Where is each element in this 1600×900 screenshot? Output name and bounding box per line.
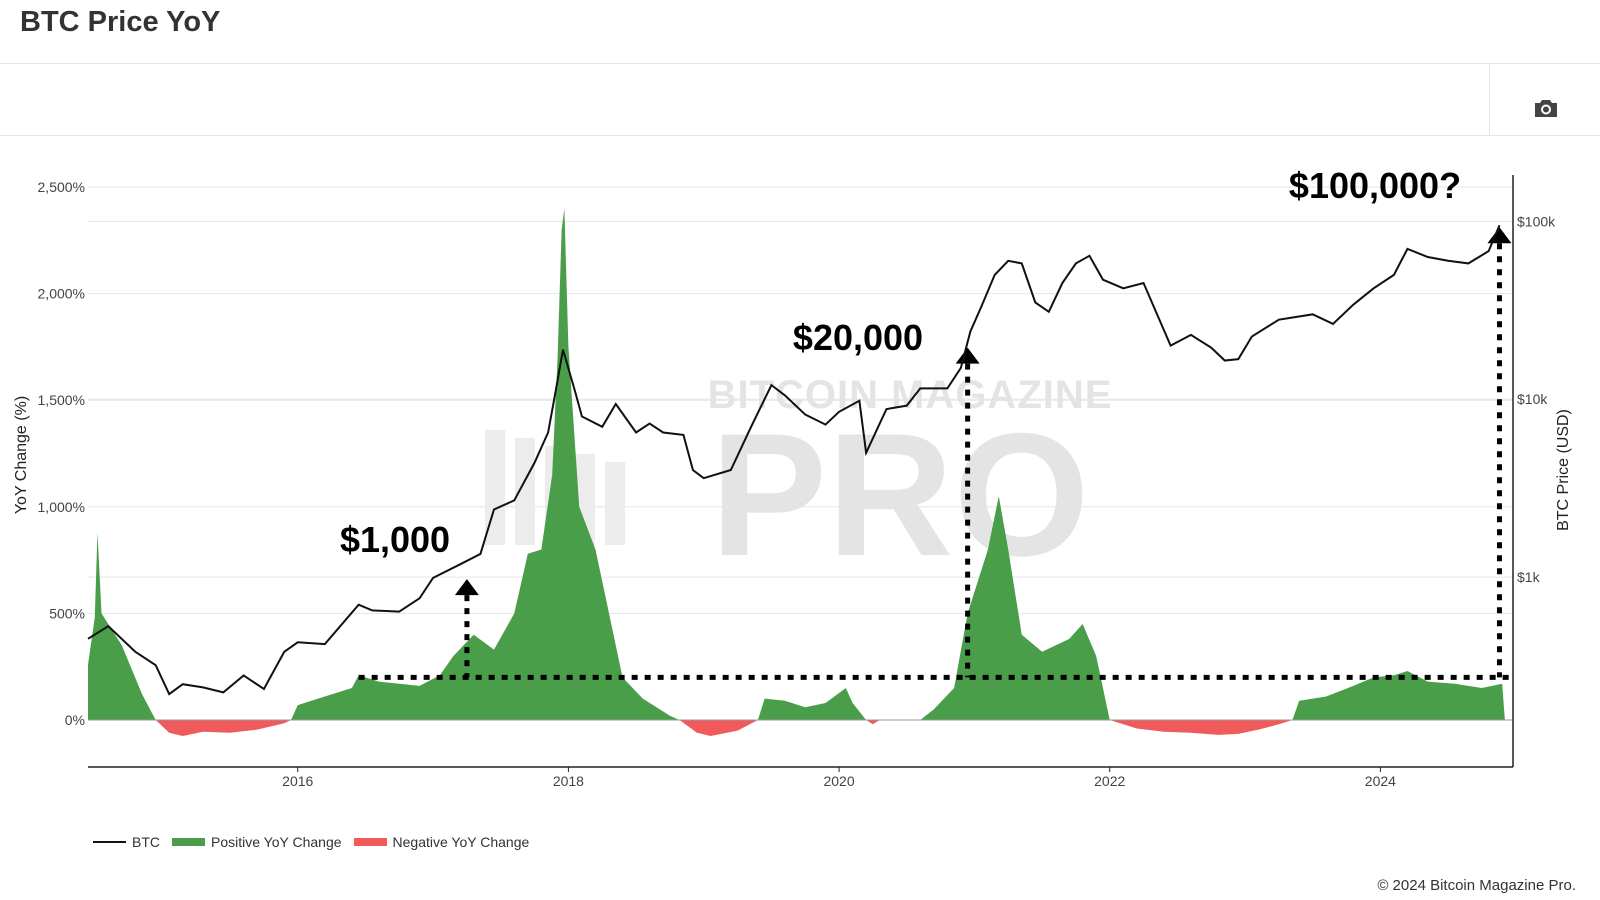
legend: BTC Positive YoY Change Negative YoY Cha… xyxy=(93,834,541,850)
legend-item-btc[interactable]: BTC xyxy=(93,834,160,850)
legend-item-negative[interactable]: Negative YoY Change xyxy=(353,834,530,850)
chart: 0% 500% 1,000% 1,500% 2,000% 2,500% $1k $10k $10… xyxy=(13,165,1572,789)
y-right-tick-label: $1k xyxy=(1517,569,1541,585)
y-left-tick-label: 2,000% xyxy=(38,286,85,302)
y-right-tick-label: $100k xyxy=(1517,213,1556,229)
annotation-arrow-1 xyxy=(955,347,980,364)
watermark-logo-bar xyxy=(485,430,505,545)
camera-icon[interactable] xyxy=(1533,96,1559,120)
legend-label-positive: Positive YoY Change xyxy=(211,834,342,850)
watermark-pro: PRO xyxy=(710,398,1089,593)
watermark-logo-bar xyxy=(515,438,535,545)
page-title: BTC Price YoY xyxy=(20,6,221,38)
annotation-label-2: $100,000? xyxy=(1289,165,1461,206)
legend-label-negative: Negative YoY Change xyxy=(392,834,530,850)
copyright: © 2024 Bitcoin Magazine Pro. xyxy=(1377,877,1576,894)
header-divider xyxy=(0,63,1600,64)
watermark-top: BITCOIN MAGAZINE xyxy=(708,373,1113,417)
y-right-axis-title: BTC Price (USD) xyxy=(1555,409,1572,531)
y-left-axis-title: YoY Change (%) xyxy=(13,396,30,514)
x-tick-label: 2024 xyxy=(1365,773,1396,789)
annotation-label-1: $20,000 xyxy=(793,317,923,358)
legend-item-positive[interactable]: Positive YoY Change xyxy=(172,834,342,850)
y-left-tick-label: 1,000% xyxy=(38,499,85,515)
y-left-tick-label: 500% xyxy=(49,605,85,621)
y-left-tick-label: 0% xyxy=(65,712,85,728)
series-btc-line xyxy=(87,224,1501,696)
annotation-arrow-0 xyxy=(454,579,479,596)
watermark-logo-bar xyxy=(605,462,625,545)
x-tick-label: 2022 xyxy=(1094,773,1125,789)
legend-swatch-positive xyxy=(172,838,205,846)
annotation-label-0: $1,000 xyxy=(340,519,450,560)
annotation-arrow-2 xyxy=(1487,227,1512,244)
y-left-tick-label: 2,500% xyxy=(38,179,85,195)
legend-swatch-negative xyxy=(353,838,387,846)
y-left-tick-label: 1,500% xyxy=(38,392,85,408)
y-right-tick-label: $10k xyxy=(1517,391,1548,407)
legend-swatch-btc xyxy=(93,841,126,843)
series-negative-area xyxy=(155,720,1293,736)
x-tick-label: 2018 xyxy=(553,773,584,789)
x-tick-label: 2016 xyxy=(282,773,313,789)
toolbar-divider xyxy=(0,135,1600,136)
x-tick-label: 2020 xyxy=(823,773,854,789)
legend-label-btc: BTC xyxy=(132,834,160,850)
toolbar-separator xyxy=(1489,63,1490,135)
